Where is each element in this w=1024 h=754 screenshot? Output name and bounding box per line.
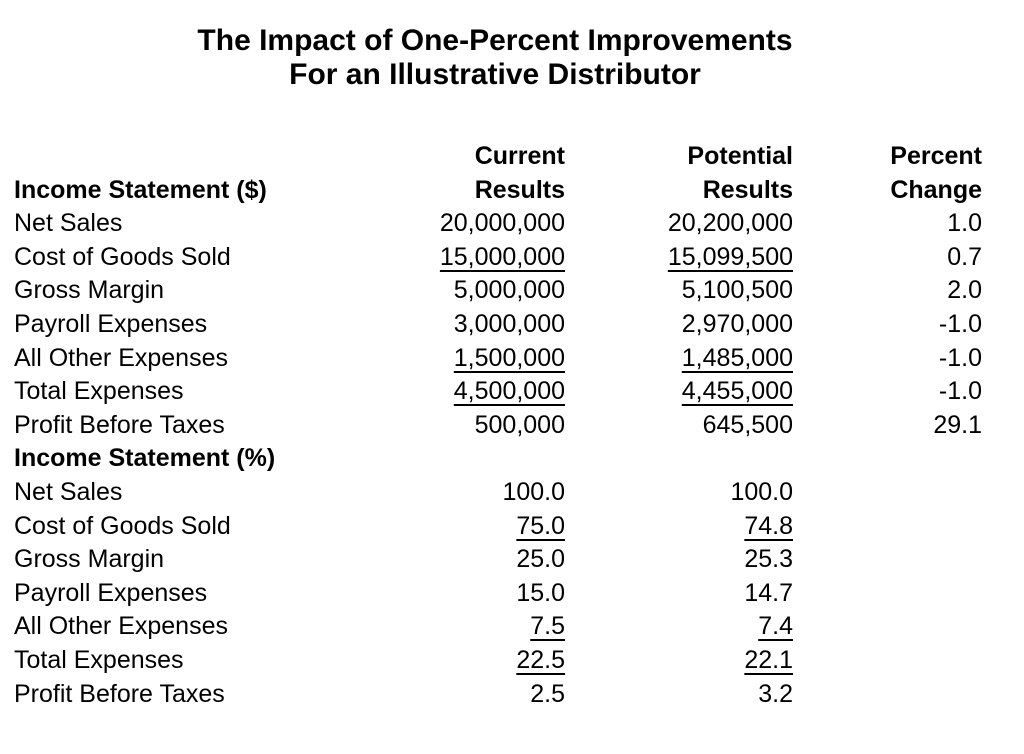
potential-value: 7.4 bbox=[758, 612, 793, 641]
potential-value: 25.3 bbox=[744, 545, 793, 574]
current-value: 15,000,000 bbox=[439, 242, 565, 271]
potential-value: 3.2 bbox=[758, 679, 793, 708]
percent-change-value bbox=[793, 510, 982, 544]
table-row-all-other: All Other Expenses 1,500,000 1,485,000 -… bbox=[14, 342, 982, 376]
row-label: Gross Margin bbox=[14, 276, 165, 305]
row-label: Cost of Goods Sold bbox=[14, 511, 231, 540]
row-label: Total Expenses bbox=[14, 377, 184, 406]
current-value: 15.0 bbox=[516, 578, 565, 607]
current-value: 25.0 bbox=[516, 545, 565, 574]
percent-change-value: -1.0 bbox=[938, 343, 982, 372]
row-label: Profit Before Taxes bbox=[14, 679, 225, 708]
table-row-gross-margin-pct: Gross Margin 25.0 25.3 bbox=[14, 543, 982, 577]
table-row-profit-before-taxes-pct: Profit Before Taxes 2.5 3.2 bbox=[14, 678, 982, 712]
potential-value: 74.8 bbox=[744, 511, 793, 540]
potential-value: 22.1 bbox=[744, 645, 793, 674]
income-statement-table: Current Potential Percent Income Stateme… bbox=[14, 140, 982, 711]
header-percent-line1: Percent bbox=[890, 142, 982, 170]
page-title: The Impact of One-Percent Improvements F… bbox=[0, 24, 990, 92]
potential-value: 100.0 bbox=[730, 477, 793, 506]
row-label: All Other Expenses bbox=[14, 612, 228, 641]
current-value: 4,500,000 bbox=[453, 377, 565, 406]
header-potential-line1: Potential bbox=[687, 142, 793, 170]
header-current-line1: Current bbox=[474, 142, 565, 170]
table-row-cogs: Cost of Goods Sold 15,000,000 15,099,500… bbox=[14, 241, 982, 275]
potential-value: 645,500 bbox=[702, 410, 793, 439]
header-row-2: Income Statement ($) Results Results Cha… bbox=[14, 174, 982, 208]
potential-value: 2,970,000 bbox=[681, 309, 793, 338]
current-value: 20,000,000 bbox=[439, 209, 565, 238]
row-label: Net Sales bbox=[14, 477, 123, 506]
potential-value: 14.7 bbox=[744, 578, 793, 607]
current-value: 2.5 bbox=[530, 679, 565, 708]
table-row-net-sales: Net Sales 20,000,000 20,200,000 1.0 bbox=[14, 207, 982, 241]
row-label: Payroll Expenses bbox=[14, 578, 208, 607]
current-value: 100.0 bbox=[502, 477, 565, 506]
percent-change-value: 2.0 bbox=[947, 276, 982, 305]
row-label: Cost of Goods Sold bbox=[14, 242, 231, 271]
header-percent-line2: Change bbox=[890, 175, 982, 204]
table-row-net-sales-pct: Net Sales 100.0 100.0 bbox=[14, 476, 982, 510]
potential-value: 1,485,000 bbox=[681, 343, 793, 372]
table-row-payroll: Payroll Expenses 3,000,000 2,970,000 -1.… bbox=[14, 308, 982, 342]
current-value: 22.5 bbox=[516, 645, 565, 674]
row-label: Profit Before Taxes bbox=[14, 410, 225, 439]
empty-cell bbox=[565, 442, 793, 476]
document-page: The Impact of One-Percent Improvements F… bbox=[0, 24, 990, 711]
table-row-all-other-pct: All Other Expenses 7.5 7.4 bbox=[14, 610, 982, 644]
row-label: Payroll Expenses bbox=[14, 309, 208, 338]
table-row-profit-before-taxes: Profit Before Taxes 500,000 645,500 29.1 bbox=[14, 409, 982, 443]
table-row-total-expenses-pct: Total Expenses 22.5 22.1 bbox=[14, 644, 982, 678]
percent-change-value: 29.1 bbox=[933, 410, 982, 439]
table-row-gross-margin: Gross Margin 5,000,000 5,100,500 2.0 bbox=[14, 274, 982, 308]
current-value: 500,000 bbox=[474, 410, 565, 439]
percent-change-value bbox=[793, 577, 982, 611]
percent-change-value bbox=[793, 476, 982, 510]
percent-change-value: -1.0 bbox=[938, 377, 982, 406]
section-header-dollars: Income Statement ($) bbox=[14, 175, 267, 204]
potential-value: 15,099,500 bbox=[667, 242, 793, 271]
current-value: 3,000,000 bbox=[453, 309, 565, 338]
table-row-cogs-pct: Cost of Goods Sold 75.0 74.8 bbox=[14, 510, 982, 544]
current-value: 75.0 bbox=[516, 511, 565, 540]
row-label: Total Expenses bbox=[14, 645, 184, 674]
title-line1: The Impact of One-Percent Improvements bbox=[197, 24, 793, 57]
percent-change-value bbox=[793, 543, 982, 577]
title-line2: For an Illustrative Distributor bbox=[289, 58, 701, 91]
percent-change-value bbox=[793, 610, 982, 644]
row-label: All Other Expenses bbox=[14, 343, 228, 372]
potential-value: 4,455,000 bbox=[681, 377, 793, 406]
empty-cell bbox=[380, 442, 565, 476]
percent-change-value bbox=[793, 644, 982, 678]
potential-value: 5,100,500 bbox=[681, 276, 793, 305]
header-current-line2: Results bbox=[474, 175, 565, 204]
current-value: 1,500,000 bbox=[453, 343, 565, 372]
percent-change-value: 0.7 bbox=[947, 242, 982, 271]
header-row-1: Current Potential Percent bbox=[14, 140, 982, 174]
current-value: 5,000,000 bbox=[453, 276, 565, 305]
row-label: Net Sales bbox=[14, 209, 123, 238]
section-header-row-percent: Income Statement (%) bbox=[14, 442, 982, 476]
header-potential-line2: Results bbox=[702, 175, 793, 204]
percent-change-value: -1.0 bbox=[938, 309, 982, 338]
table-row-payroll-pct: Payroll Expenses 15.0 14.7 bbox=[14, 577, 982, 611]
current-value: 7.5 bbox=[530, 612, 565, 641]
empty-cell bbox=[793, 442, 982, 476]
percent-change-value bbox=[793, 678, 982, 712]
table-row-total-expenses: Total Expenses 4,500,000 4,455,000 -1.0 bbox=[14, 375, 982, 409]
row-label: Gross Margin bbox=[14, 545, 165, 574]
percent-change-value: 1.0 bbox=[947, 209, 982, 238]
potential-value: 20,200,000 bbox=[667, 209, 793, 238]
header-empty-cell bbox=[14, 140, 380, 174]
section-header-percent: Income Statement (%) bbox=[14, 444, 276, 473]
